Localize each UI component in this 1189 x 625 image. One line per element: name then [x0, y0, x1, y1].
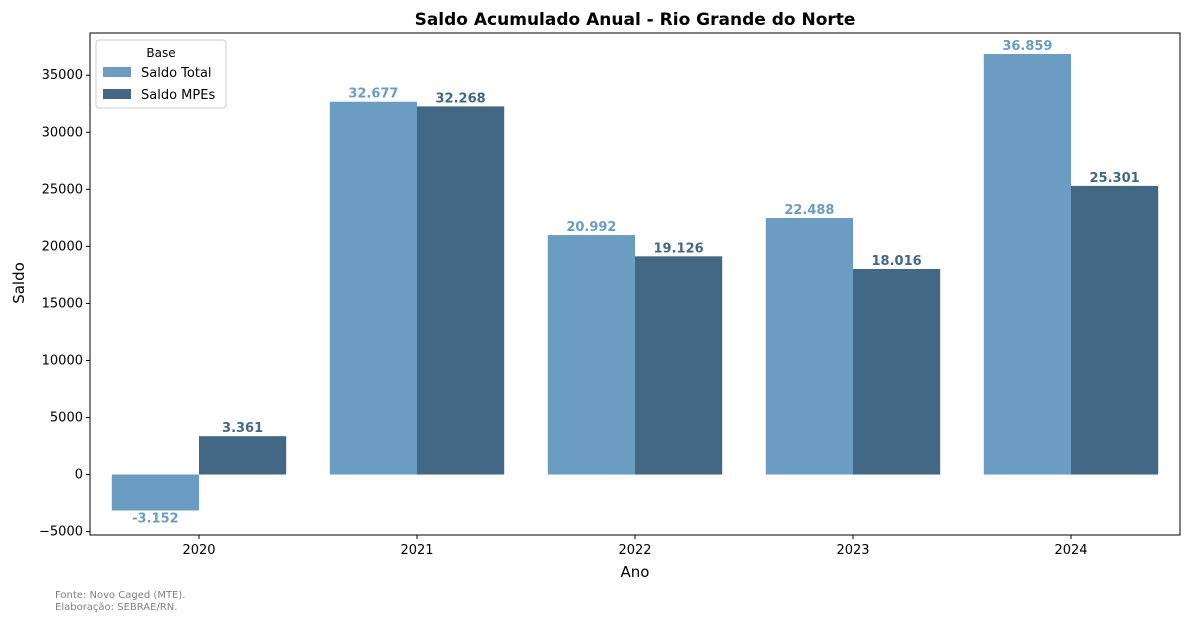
data-label-saldo-total-2023: 22.488 [784, 203, 834, 218]
bar-saldo-mpes-2022 [635, 256, 723, 475]
y-axis-label: Saldo [10, 262, 28, 304]
bar-saldo-mpes-2024 [1071, 185, 1159, 475]
bar-saldo-total-2020 [111, 474, 199, 511]
footer-credit: Elaboração: SEBRAE/RN. [55, 602, 178, 613]
data-label-saldo-total-2024: 36.859 [1002, 39, 1052, 54]
data-label-saldo-mpes-2024: 25.301 [1090, 171, 1140, 186]
plot-area: -3.152 32.677 20.992 22.488 36.859 3.361 32.26… [39, 32, 1181, 558]
legend-label-saldo-total: Saldo Total [141, 66, 212, 81]
y-tick-label: 20000 [42, 239, 83, 254]
bar-saldo-total-2021 [329, 101, 417, 475]
legend-label-saldo-mpes: Saldo MPEs [141, 88, 215, 103]
bar-saldo-total-2022 [547, 235, 635, 475]
y-tick-label: 5000 [50, 410, 83, 425]
data-label-saldo-total-2020: -3.152 [132, 511, 179, 526]
y-tick-label: 10000 [42, 353, 83, 368]
x-tick-label: 2020 [182, 543, 215, 558]
data-label-saldo-total-2022: 20.992 [566, 220, 616, 235]
y-tick-label: 35000 [42, 68, 83, 83]
footer-source: Fonte: Novo Caged (MTE). [55, 590, 186, 601]
bar-saldo-total-2024 [983, 54, 1071, 475]
legend: Base Saldo Total Saldo MPEs [95, 39, 227, 109]
data-label-saldo-mpes-2022: 19.126 [654, 241, 704, 256]
bar-saldo-total-2023 [765, 217, 853, 475]
legend-swatch-saldo-mpes [103, 89, 131, 99]
y-tick-label: −5000 [39, 525, 83, 540]
legend-swatch-saldo-total [103, 67, 131, 77]
y-tick-label: 30000 [42, 125, 83, 140]
x-tick-label: 2022 [618, 543, 651, 558]
x-tick-label: 2021 [400, 543, 433, 558]
legend-title: Base [146, 46, 175, 60]
chart-title: Saldo Acumulado Anual - Rio Grande do No… [415, 10, 856, 30]
x-tick-label: 2024 [1054, 543, 1087, 558]
data-label-saldo-mpes-2023: 18.016 [872, 254, 922, 269]
y-tick-label: 0 [75, 468, 83, 483]
x-tick-label: 2023 [836, 543, 869, 558]
bar-saldo-mpes-2023 [853, 268, 941, 475]
bar-saldo-mpes-2020 [199, 436, 287, 475]
chart-footer: Fonte: Novo Caged (MTE). Elaboração: SEB… [55, 590, 185, 614]
bar-saldo-mpes-2021 [417, 106, 505, 475]
data-label-saldo-mpes-2020: 3.361 [222, 421, 263, 436]
data-label-saldo-mpes-2021: 32.268 [436, 91, 486, 106]
y-tick-label: 25000 [42, 182, 83, 197]
x-axis-label: Ano [621, 563, 650, 581]
y-tick-label: 15000 [42, 296, 83, 311]
data-label-saldo-total-2021: 32.677 [348, 87, 398, 102]
